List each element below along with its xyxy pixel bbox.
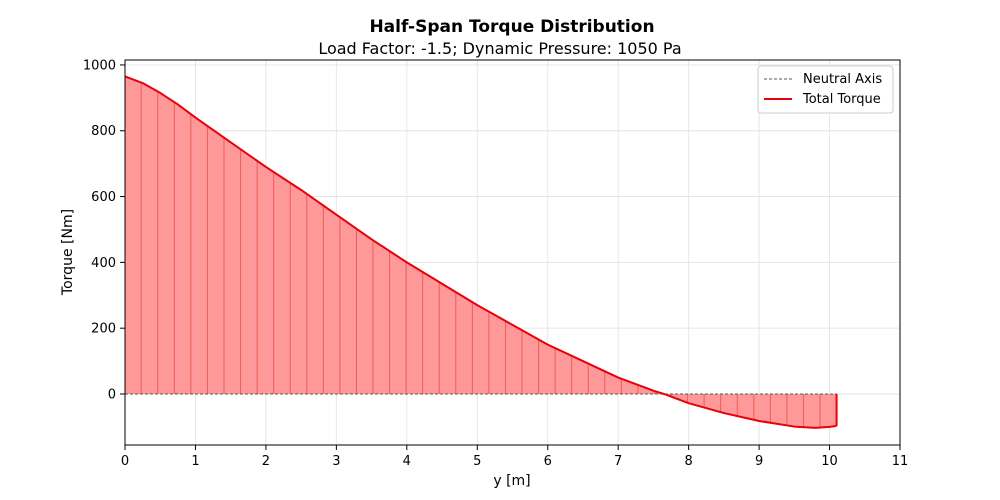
legend-total-torque-label: Total Torque [802,92,881,107]
x-tick-label: 8 [684,454,692,469]
y-tick-label: 600 [91,190,116,205]
legend-neutral-axis-label: Neutral Axis [803,72,882,87]
y-tick-label: 800 [91,124,116,139]
x-axis-label: y [m] [493,473,530,489]
x-tick-label: 3 [332,454,340,469]
x-tick-label: 2 [262,454,270,469]
x-tick-label: 11 [892,454,909,469]
legend: Neutral Axis Total Torque [757,65,894,114]
y-axis-ticks: 0 200 400 600 800 1000 [83,58,125,402]
x-tick-label: 4 [403,454,411,469]
x-tick-label: 5 [473,454,481,469]
x-tick-label: 6 [544,454,552,469]
legend-box [757,65,894,114]
y-tick-label: 0 [108,387,116,402]
x-tick-label: 9 [755,454,763,469]
y-tick-label: 200 [91,322,116,337]
plot-frame [124,59,901,446]
x-tick-label: 10 [821,454,838,469]
torque-hatch [140,82,821,428]
y-tick-label: 400 [91,256,116,271]
x-axis-ticks: 0 1 2 3 4 5 6 7 8 9 10 11 [121,445,908,469]
chart-subtitle: Load Factor: -1.5; Dynamic Pressure: 105… [318,39,681,58]
torque-fill [125,76,837,428]
y-axis-label: Torque [Nm] [60,209,76,296]
x-tick-label: 0 [121,454,129,469]
x-tick-label: 7 [614,454,622,469]
total-torque-line [124,75,837,429]
torque-area [125,76,837,428]
x-tick-label: 1 [191,454,199,469]
chart-title: Half-Span Torque Distribution [369,17,654,37]
y-tick-label: 1000 [83,58,116,73]
series-lines [124,75,838,429]
